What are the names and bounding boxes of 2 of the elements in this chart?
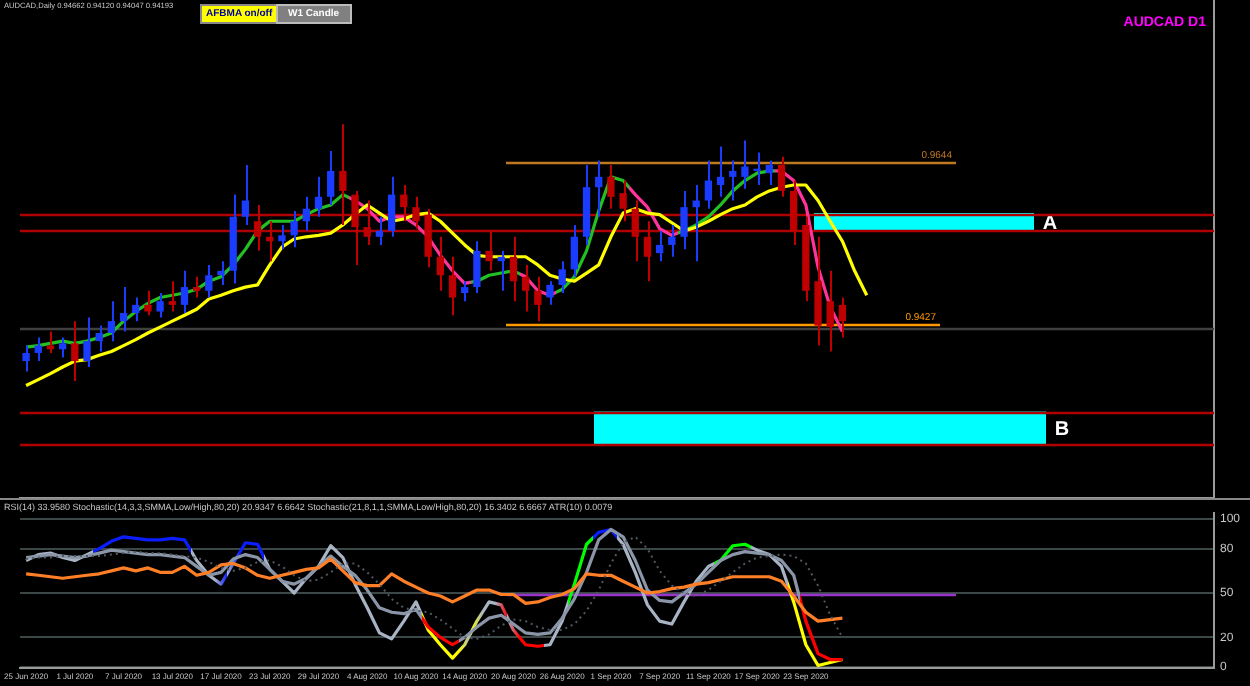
band-label: B: [1054, 419, 1070, 442]
band-label: A: [1042, 213, 1058, 236]
